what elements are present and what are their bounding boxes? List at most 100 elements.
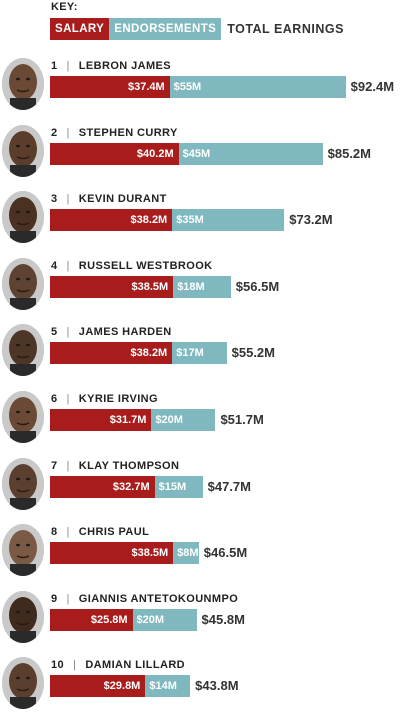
player-name-line: 2 | STEPHEN CURRY: [51, 127, 178, 139]
player-rank: 4: [51, 259, 58, 272]
player-row: 2 | STEPHEN CURRY $40.2M $45M $85.2M: [0, 124, 401, 191]
salary-bar: $38.2M: [50, 342, 173, 365]
player-name-line: 9 | GIANNIS ANTETOKOUNMPO: [51, 593, 238, 605]
player-row: 9 | GIANNIS ANTETOKOUNMPO $25.8M $20M $45.8M: [0, 590, 401, 657]
rank-separator: |: [66, 60, 70, 72]
player-name-line: 1 | LEBRON JAMES: [51, 60, 171, 72]
player-name: RUSSELL WESTBROOK: [78, 259, 213, 272]
player-name: KYRIE IRVING: [78, 393, 158, 405]
rank-separator: |: [66, 193, 70, 206]
endorsements-bar: $35M: [172, 209, 285, 232]
player-row: 3 | KEVIN DURANT $38.2M $35M $73.2M: [0, 191, 401, 257]
player-rank: 1: [51, 60, 58, 72]
player-name: CHRIS PAUL: [78, 526, 150, 539]
player-rank: 9: [51, 592, 58, 605]
endorsements-value-label: $17M: [176, 347, 204, 360]
endorsements-bar: $20M: [132, 608, 197, 631]
endorsements-value-label: $15M: [158, 480, 187, 493]
player-row: 10 | DAMIAN LILLARD $29.8M $14M $43.8M: [0, 657, 401, 723]
salary-value-label: $37.4M: [127, 81, 165, 93]
endorsements-value-label: $14M: [149, 680, 177, 693]
endorsements-bar: $17M: [172, 342, 227, 365]
player-rank: 5: [51, 326, 58, 339]
legend-salary: SALARY: [50, 18, 110, 40]
total-earnings-label: $73.2M: [289, 212, 333, 228]
endorsements-value-label: $45M: [182, 147, 211, 160]
total-earnings-label: $43.8M: [195, 678, 239, 694]
salary-value-label: $38.5M: [131, 280, 169, 293]
salary-bar: $25.8M: [50, 608, 133, 631]
rank-separator: |: [73, 659, 77, 672]
salary-value-label: $40.2M: [136, 147, 174, 160]
total-earnings-label: $46.5M: [203, 545, 248, 561]
player-photo: [2, 257, 44, 310]
player-name-line: 10 | DAMIAN LILLARD: [51, 659, 185, 671]
endorsements-bar: $15M: [154, 475, 203, 498]
salary-value-label: $38.2M: [130, 214, 168, 227]
total-earnings-label: $92.4M: [350, 79, 395, 94]
endorsements-value-label: $18M: [177, 280, 205, 293]
player-row: 8 | CHRIS PAUL $38.5M $8M $46.5M: [0, 524, 401, 590]
player-row: 4 | RUSSELL WESTBROOK $38.5M $18M $56.5M: [0, 257, 401, 324]
rank-separator: |: [66, 393, 70, 405]
total-earnings-label: $55.2M: [231, 345, 275, 361]
salary-bar: $31.7M: [50, 409, 152, 431]
player-photo: [2, 657, 44, 710]
player-photo: [2, 391, 44, 443]
endorsements-value-label: $8M: [177, 547, 199, 560]
player-photo: [2, 191, 44, 244]
player-rank: 7: [51, 459, 58, 472]
player-name: LEBRON JAMES: [78, 60, 171, 72]
endorsements-value-label: $20M: [136, 613, 165, 626]
endorsements-bar: $14M: [145, 675, 191, 698]
total-earnings-label: $51.7M: [220, 412, 264, 427]
player-rank: 3: [51, 193, 58, 206]
endorsements-value-label: $20M: [155, 414, 183, 426]
salary-value-label: $31.7M: [109, 414, 147, 426]
rank-separator: |: [66, 259, 70, 272]
total-earnings-label: $85.2M: [327, 145, 371, 161]
total-earnings-label: $45.8M: [201, 611, 245, 627]
player-name-line: 7 | KLAY THOMPSON: [51, 460, 179, 472]
legend-total-earnings: TOTAL EARNINGS: [227, 22, 344, 36]
salary-bar: $29.8M: [50, 675, 146, 698]
player-rank: 10: [51, 659, 65, 672]
player-photo: [2, 524, 44, 577]
player-photo: [2, 324, 44, 377]
player-name-line: 4 | RUSSELL WESTBROOK: [51, 260, 213, 272]
key-title: KEY:: [51, 1, 78, 13]
endorsements-bar: $18M: [173, 275, 231, 298]
player-name: KLAY THOMPSON: [78, 459, 180, 472]
endorsements-bar: $45M: [178, 142, 323, 165]
player-rank: 6: [51, 393, 58, 405]
salary-value-label: $38.5M: [131, 547, 169, 560]
player-name: STEPHEN CURRY: [78, 126, 178, 139]
endorsements-bar: $55M: [169, 76, 346, 98]
endorsements-bar: $20M: [151, 409, 216, 431]
player-row: 1 | LEBRON JAMES $37.4M $55M $92.4M: [0, 58, 401, 124]
salary-bar: $38.5M: [50, 542, 174, 565]
legend-endorsements: ENDORSEMENTS: [109, 18, 222, 40]
endorsements-value-label: $55M: [173, 81, 202, 93]
player-rank: 8: [51, 526, 58, 539]
player-photo: [2, 58, 44, 110]
total-earnings-label: $56.5M: [235, 278, 280, 294]
salary-bar: $32.7M: [50, 475, 155, 498]
player-name: DAMIAN LILLARD: [85, 659, 186, 672]
key-legend: SALARY ENDORSEMENTS TOTAL EARNINGS: [50, 18, 344, 40]
player-row: 7 | KLAY THOMPSON $32.7M $15M $47.7M: [0, 457, 401, 524]
rank-separator: |: [66, 592, 70, 605]
player-row: 6 | KYRIE IRVING $31.7M $20M $51.7M: [0, 391, 401, 457]
player-name: KEVIN DURANT: [78, 193, 167, 206]
salary-value-label: $29.8M: [103, 680, 141, 693]
player-rank: 2: [51, 126, 58, 139]
endorsements-value-label: $35M: [176, 214, 204, 227]
player-photo: [2, 457, 44, 510]
rank-separator: |: [66, 126, 70, 139]
salary-bar: $37.4M: [50, 76, 170, 98]
rank-separator: |: [66, 326, 70, 339]
player-name-line: 5 | JAMES HARDEN: [51, 326, 172, 338]
endorsements-bar: $8M: [173, 542, 199, 565]
player-row: 5 | JAMES HARDEN $38.2M $17M $55.2M: [0, 324, 401, 390]
player-photo: [2, 124, 44, 177]
